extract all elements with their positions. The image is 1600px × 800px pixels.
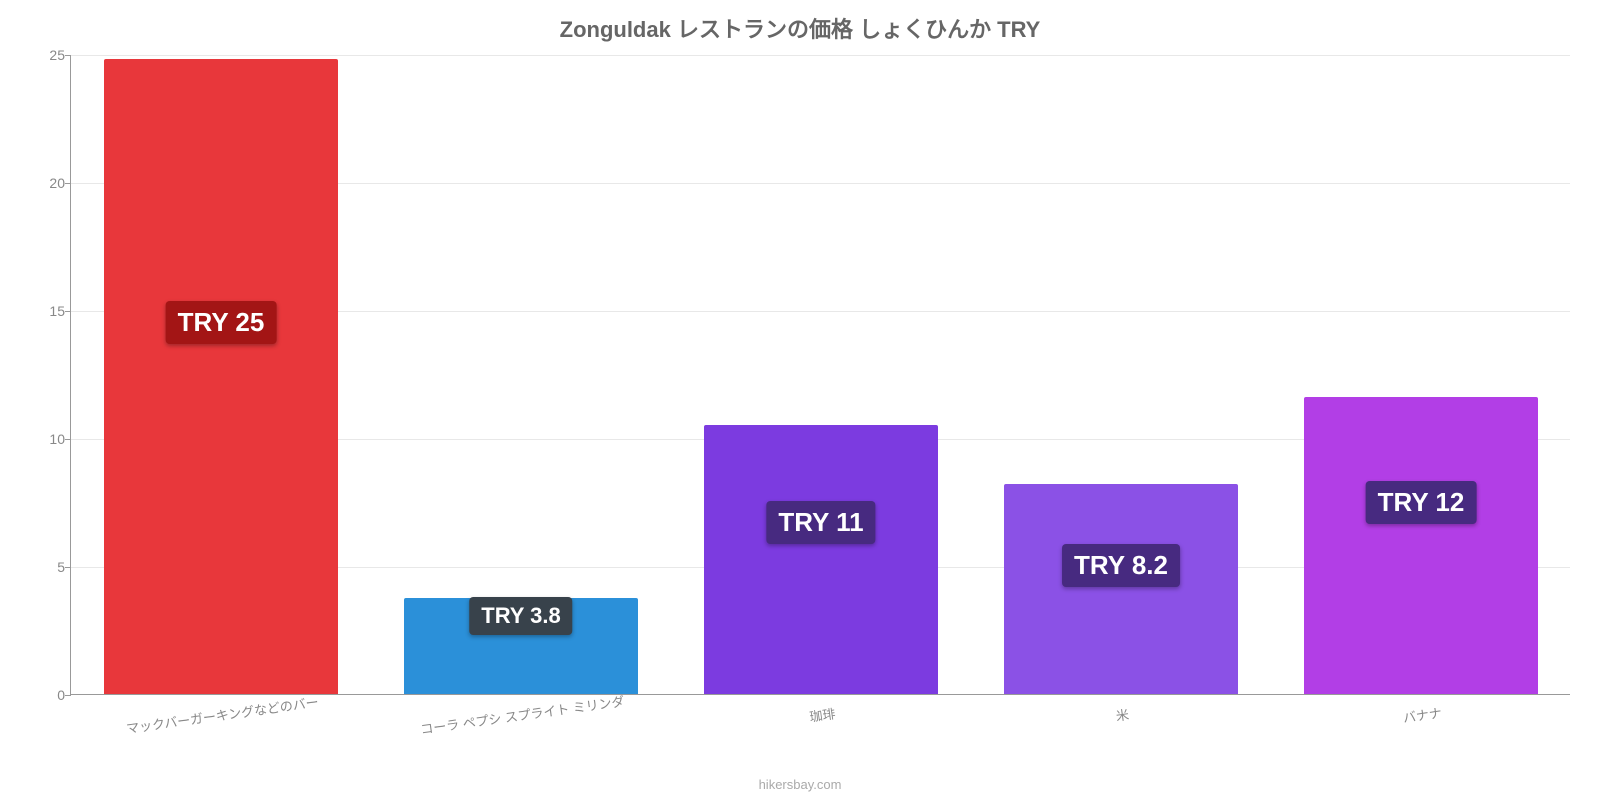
ytick-label: 20 [31,175,65,191]
bar [1004,484,1238,694]
chart-container: Zonguldak レストランの価格 しょくひんか TRY 0510152025… [0,0,1600,800]
ytick-mark [65,695,71,696]
ytick-label: 10 [31,431,65,447]
ytick-mark [65,311,71,312]
bar [704,425,938,694]
x-category-label: バナナ [1402,702,1443,726]
bar [104,59,338,694]
bar [1304,397,1538,694]
bar-value-label: TRY 12 [1366,481,1477,524]
gridline [71,55,1570,56]
ytick-label: 25 [31,47,65,63]
x-category-label: 米 [1115,704,1131,725]
x-category-label: コーラ ペプシ スプライト ミリンダ [419,691,625,738]
bar-value-label: TRY 3.8 [469,597,572,635]
plot-area: 0510152025TRY 25マックバーガーキングなどのバーTRY 3.8コー… [70,55,1570,695]
attribution: hikersbay.com [0,777,1600,792]
bar-value-label: TRY 25 [166,301,277,344]
ytick-mark [65,183,71,184]
ytick-mark [65,567,71,568]
bar-value-label: TRY 11 [766,501,875,544]
ytick-mark [65,439,71,440]
ytick-label: 5 [31,559,65,575]
ytick-label: 15 [31,303,65,319]
chart-title: Zonguldak レストランの価格 しょくひんか TRY [0,12,1600,44]
bar-value-label: TRY 8.2 [1062,544,1180,587]
x-category-label: マックバーガーキングなどのバー [125,692,320,738]
ytick-label: 0 [31,687,65,703]
ytick-mark [65,55,71,56]
x-category-label: 珈琲 [808,703,836,725]
